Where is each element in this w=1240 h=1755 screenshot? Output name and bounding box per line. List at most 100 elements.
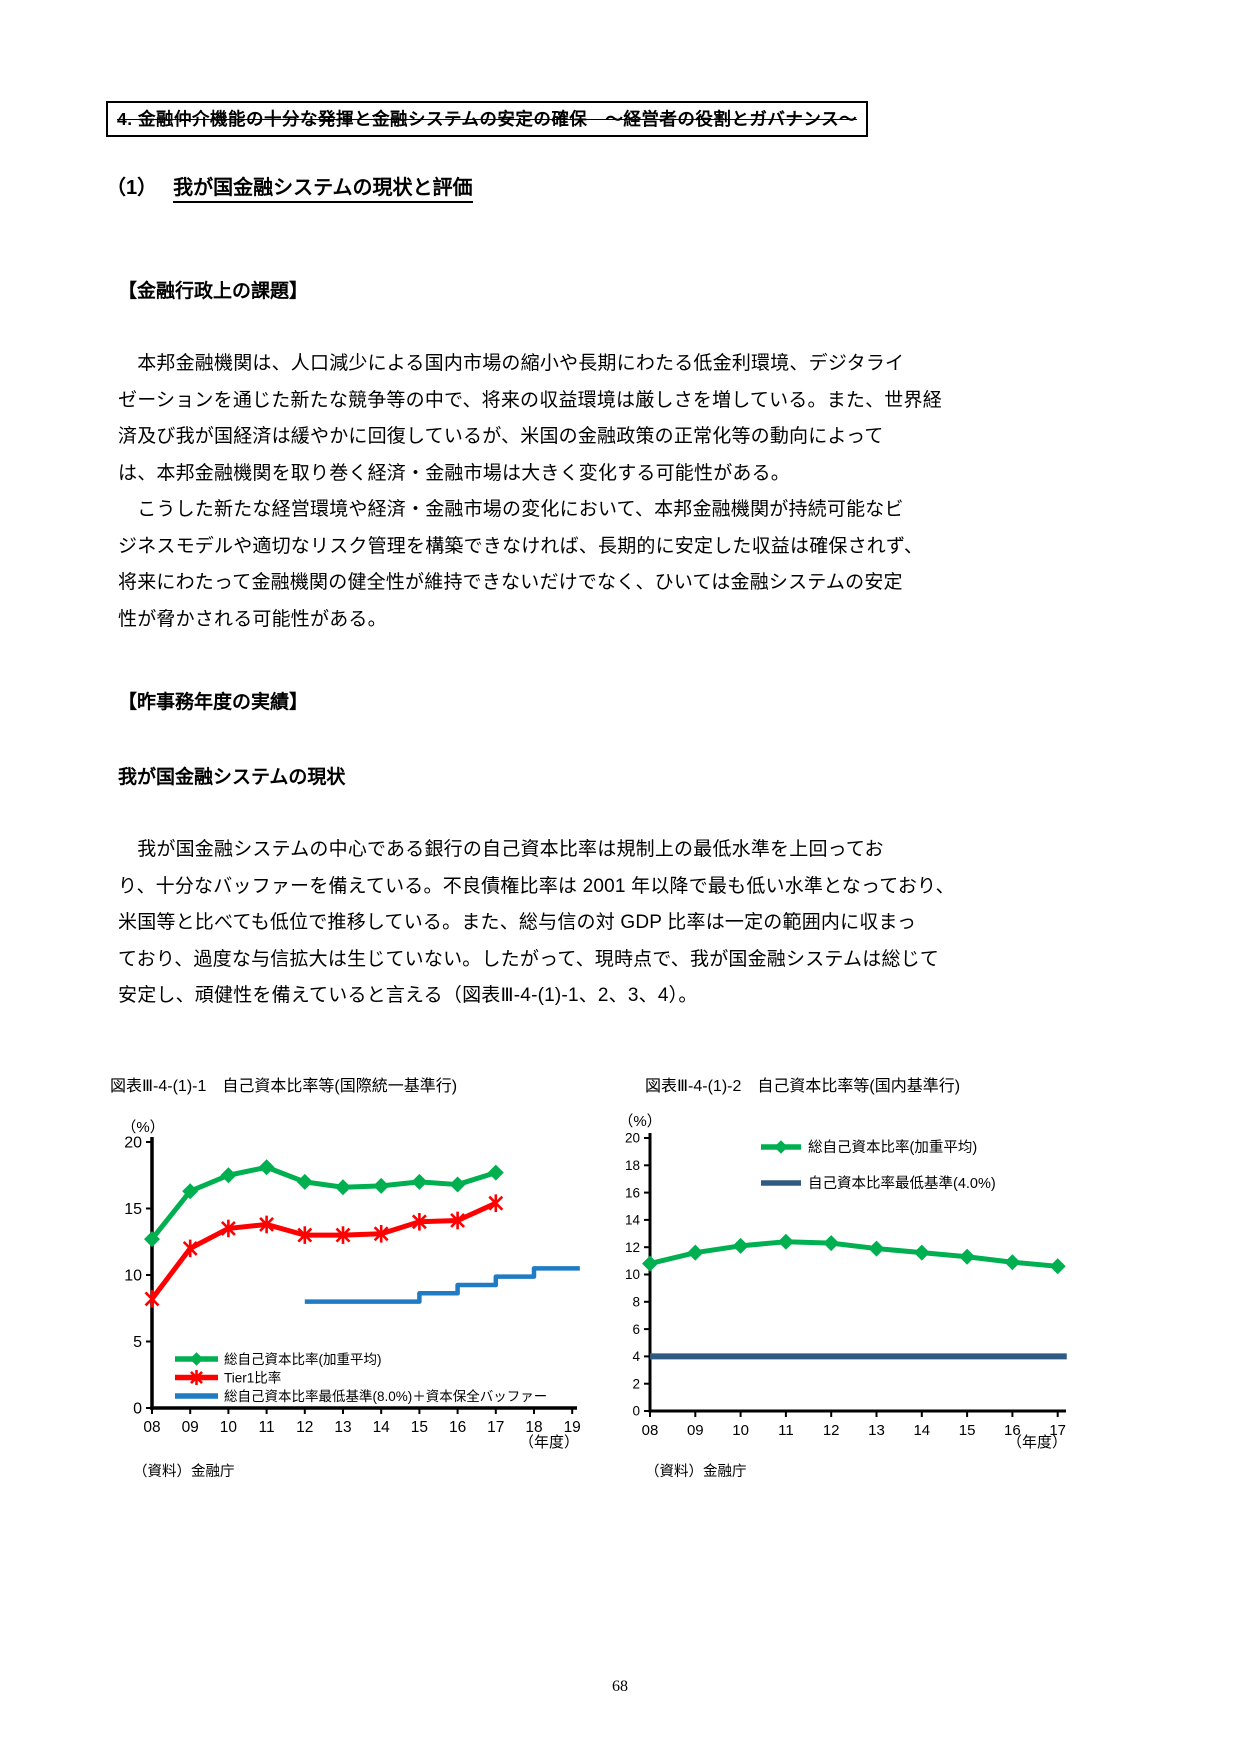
- figure1-source: （資料）金融庁: [133, 1464, 235, 1480]
- text-line: 我が国金融システムの中心である銀行の自己資本比率は規制上の最低水準を上回ってお: [118, 839, 884, 860]
- diamond-marker: [449, 1176, 466, 1193]
- x-tick-label: 18: [525, 1419, 542, 1436]
- text-line: 米国等と比べても低位で推移している。また、総与信の対 GDP 比率は一定の範囲内…: [118, 912, 917, 933]
- series-line-0: [150, 1164, 497, 1241]
- diamond-marker: [182, 1183, 199, 1200]
- y-tick-label: 8: [632, 1295, 640, 1310]
- x-tick-label: 09: [182, 1419, 199, 1436]
- figure2-chart: 0 2 4 6 8 10 12 14 16 18 20 08 09 10 11 12 13 14 15 16 17 （%）…: [618, 1113, 1067, 1451]
- y-tick-label: 0: [133, 1401, 142, 1418]
- asterisk-marker: [373, 1226, 389, 1242]
- subheading-system-status: 我が国金融システムの現状: [118, 767, 346, 788]
- x-tick-label: 17: [1049, 1422, 1066, 1439]
- text-line: は、本邦金融機関を取り巻く経済・金融市場は大きく変化する可能性がある。: [118, 462, 791, 484]
- x-tick-label: 11: [259, 1419, 275, 1436]
- diamond-marker: [868, 1240, 885, 1257]
- diamond-marker: [220, 1167, 237, 1184]
- text-line: り、十分なバッファーを備えている。不良債権比率は 2001 年以降で最も低い水準…: [118, 875, 955, 897]
- x-tick-label: 11: [778, 1422, 794, 1439]
- diamond-marker: [823, 1235, 840, 1252]
- diamond-marker: [487, 1164, 504, 1181]
- paragraph-2: こうした新たな経営環境や経済・金融市場の変化において、本邦金融機関が持続可能なビ…: [118, 492, 923, 638]
- y-tick-label: 20: [625, 1131, 640, 1146]
- y-tick-label: 4: [632, 1349, 640, 1364]
- paragraph-3: 我が国金融システムの中心である銀行の自己資本比率は規制上の最低水準を上回っており…: [118, 832, 955, 1015]
- text-line: ゼーションを通じた新たな競争等の中で、将来の収益環境は厳しさを増している。また、…: [118, 389, 942, 411]
- diamond-marker: [732, 1237, 749, 1254]
- paragraph-1: 本邦金融機関は、人口減少による国内市場の縮小や長期にわたる低金利環境、デジタライ…: [118, 346, 942, 492]
- legend-label: Tier1比率: [224, 1369, 281, 1385]
- x-tick-label: 12: [823, 1422, 840, 1439]
- asterisk-marker: [335, 1227, 351, 1243]
- diamond-marker: [913, 1244, 930, 1261]
- x-tick-label: 10: [220, 1419, 238, 1436]
- diamond-marker: [335, 1179, 351, 1196]
- page-number: 68: [612, 1678, 628, 1695]
- asterisk-marker: [220, 1221, 236, 1236]
- legend-label: 総自己資本比率(加重平均): [808, 1139, 977, 1156]
- text-line: こうした新たな経営環境や経済・金融市場の変化において、本邦金融機関が持続可能なビ: [118, 499, 904, 520]
- heading-challenges: 【金融行政上の課題】: [118, 281, 309, 302]
- diamond-marker: [411, 1173, 428, 1190]
- section-box: 4. 金融仲介機能の十分な発揮と金融システムの安定の確保 ～経営者の役割とガバナ…: [106, 101, 869, 137]
- asterisk-marker: [182, 1240, 198, 1256]
- asterisk-marker: [144, 1291, 160, 1307]
- legend-label: 総自己資本比率(加重平均): [224, 1351, 382, 1367]
- figure2-source: （資料）金融庁: [645, 1464, 747, 1480]
- text-line: 性が脅かされる可能性がある。: [118, 608, 387, 630]
- asterisk-marker: [259, 1217, 275, 1232]
- diamond-marker: [1049, 1258, 1066, 1275]
- text-line: 安定し、頑健性を備えていると言える（図表Ⅲ-4-(1)-1、2、3、4）。: [118, 985, 698, 1006]
- section-heading: （1） 我が国金融システムの現状と評価: [106, 171, 473, 203]
- legend-label: 総自己資本比率最低基準(8.0%)＋資本保全バッファー: [224, 1388, 547, 1404]
- text-line: ジネスモデルや適切なリスク管理を構築できなければ、長期的に安定した収益は確保され…: [118, 535, 924, 557]
- diamond-marker: [189, 1352, 204, 1366]
- x-tick-label: 10: [732, 1422, 749, 1439]
- text-line: 済及び我が国経済は緩やかに回復しているが、米国の金融政策の正常化等の動向によって: [118, 426, 884, 447]
- y-tick-label: 10: [625, 1267, 640, 1282]
- section-title: 我が国金融システムの現状と評価: [173, 177, 473, 203]
- x-axis-label: （年度）: [519, 1434, 579, 1451]
- diamond-marker: [959, 1248, 976, 1265]
- x-tick-label: 08: [143, 1419, 160, 1436]
- x-tick-label: 13: [868, 1422, 885, 1439]
- y-tick-label: 0: [632, 1404, 640, 1419]
- diamond-marker: [777, 1233, 794, 1250]
- diamond-marker: [1004, 1254, 1021, 1271]
- unit-label: （%）: [618, 1113, 661, 1130]
- y-tick-label: 10: [124, 1268, 142, 1285]
- y-tick-label: 16: [625, 1185, 640, 1200]
- y-tick-label: 5: [133, 1334, 142, 1351]
- asterisk-marker: [190, 1371, 203, 1384]
- x-tick-label: 16: [449, 1419, 466, 1436]
- y-tick-label: 6: [632, 1322, 640, 1337]
- diamond-marker: [687, 1244, 704, 1261]
- x-tick-label: 13: [334, 1419, 351, 1436]
- series-line-0: [649, 1239, 1058, 1269]
- diamond-marker: [296, 1173, 313, 1190]
- heading-results: 【昨事務年度の実績】: [118, 692, 309, 713]
- y-tick-label: 18: [625, 1158, 640, 1173]
- asterisk-marker: [450, 1213, 466, 1228]
- x-tick-label: 12: [296, 1419, 313, 1436]
- figure1-chart: 0 5 10 15 20 08 09 10 11 12 13 14 15 16 17 18 19 （%） （年度） 総…: [121, 1119, 580, 1451]
- y-tick-label: 15: [124, 1201, 142, 1218]
- figure2-title: 図表Ⅲ-4-(1)-2 自己資本比率等(国内基準行): [645, 1078, 961, 1095]
- x-tick-label: 09: [687, 1422, 704, 1439]
- y-tick-label: 2: [632, 1376, 640, 1391]
- figure1-title: 図表Ⅲ-4-(1)-1 自己資本比率等(国際統一基準行): [110, 1078, 458, 1095]
- x-tick-label: 17: [487, 1419, 504, 1436]
- x-tick-label: 15: [959, 1422, 976, 1439]
- section-number: （1）: [106, 177, 158, 199]
- unit-label: （%）: [121, 1119, 164, 1136]
- y-tick-label: 14: [625, 1213, 641, 1228]
- series-line-2: [304, 1266, 580, 1304]
- x-tick-label: 15: [411, 1419, 428, 1436]
- x-tick-label: 08: [642, 1422, 659, 1439]
- text-line: 将来にわたって金融機関の健全性が維持できないだけでなく、ひいては金融システムの安…: [118, 572, 903, 593]
- diamond-marker: [258, 1159, 275, 1176]
- text-line: ており、過度な与信拡大は生じていない。したがって、現時点で、我が国金融システムは…: [118, 948, 940, 970]
- diamond-marker: [373, 1177, 390, 1194]
- text-line: 本邦金融機関は、人口減少による国内市場の縮小や長期にわたる低金利環境、デジタライ: [118, 353, 905, 374]
